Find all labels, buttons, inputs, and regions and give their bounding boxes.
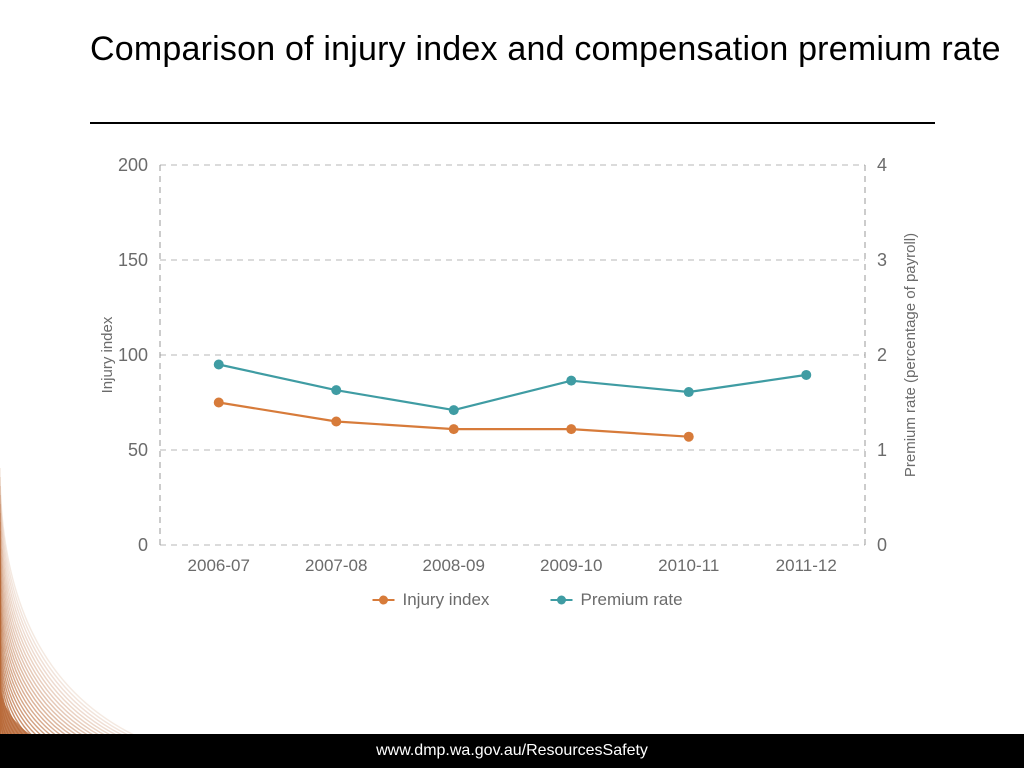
svg-text:2008-09: 2008-09 — [423, 556, 485, 575]
svg-text:0: 0 — [877, 535, 887, 555]
svg-text:2007-08: 2007-08 — [305, 556, 367, 575]
svg-text:Premium rate: Premium rate — [581, 590, 683, 609]
slide-title: Comparison of injury index and compensat… — [90, 28, 1001, 71]
svg-text:200: 200 — [118, 155, 148, 175]
svg-text:100: 100 — [118, 345, 148, 365]
svg-text:1: 1 — [877, 440, 887, 460]
svg-text:Premium rate (percentage of pa: Premium rate (percentage of payroll) — [902, 233, 919, 477]
svg-text:150: 150 — [118, 250, 148, 270]
svg-text:2: 2 — [877, 345, 887, 365]
svg-text:50: 50 — [128, 440, 148, 460]
footer-bar: www.dmp.wa.gov.au/ResourcesSafety — [0, 734, 1024, 768]
svg-text:2010-11: 2010-11 — [658, 556, 719, 575]
title-rule — [90, 122, 935, 124]
svg-text:2009-10: 2009-10 — [540, 556, 602, 575]
svg-text:4: 4 — [877, 155, 887, 175]
svg-text:2011-12: 2011-12 — [776, 556, 837, 575]
svg-text:3: 3 — [877, 250, 887, 270]
svg-text:Injury index: Injury index — [403, 590, 490, 609]
svg-text:2006-07: 2006-07 — [188, 556, 250, 575]
footer-url: www.dmp.wa.gov.au/ResourcesSafety — [376, 742, 648, 759]
comparison-chart: 0 0 50 1 100 2 150 3 200 4 2006-07 2007-08 2008-09 20… — [90, 155, 935, 625]
slide: Comparison of injury index and compensat… — [0, 0, 1024, 768]
svg-text:0: 0 — [138, 535, 148, 555]
svg-text:Injury index: Injury index — [99, 316, 116, 393]
